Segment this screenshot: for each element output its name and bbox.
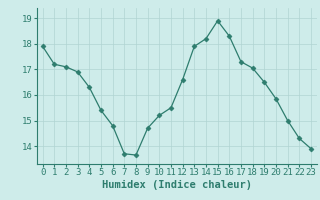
X-axis label: Humidex (Indice chaleur): Humidex (Indice chaleur): [102, 180, 252, 190]
